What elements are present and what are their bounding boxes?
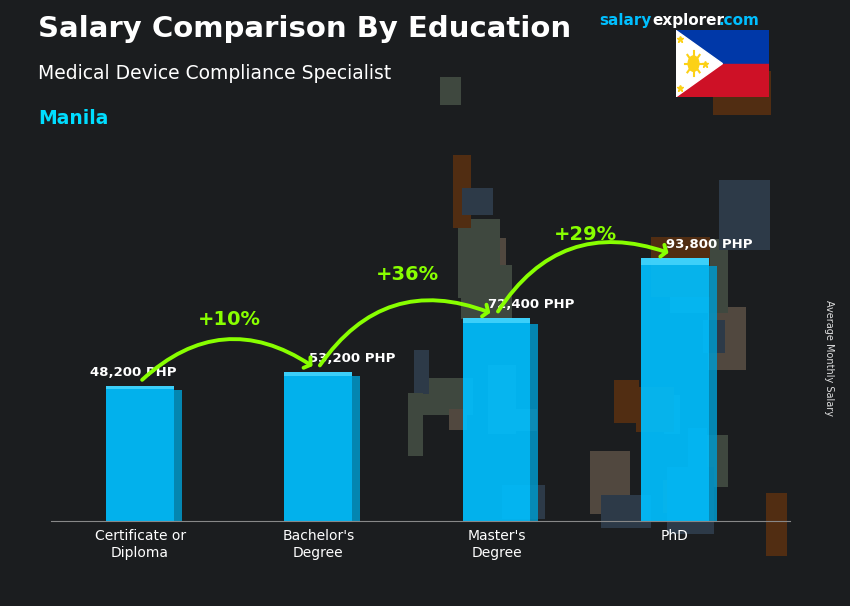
Text: 48,200 PHP: 48,200 PHP [90,366,177,379]
Text: Salary Comparison By Education: Salary Comparison By Education [38,15,571,43]
Bar [530,324,538,521]
Text: 53,200 PHP: 53,200 PHP [309,352,396,365]
Bar [462,318,530,323]
Bar [641,258,709,265]
Bar [641,258,709,521]
Text: +36%: +36% [376,265,439,284]
Bar [676,30,769,64]
Text: explorer: explorer [652,13,724,28]
Text: +10%: +10% [198,310,261,328]
Text: Medical Device Compliance Specialist: Medical Device Compliance Specialist [38,64,392,82]
Bar [462,318,530,521]
Bar [285,372,352,376]
Circle shape [688,56,699,72]
Text: 72,400 PHP: 72,400 PHP [488,298,574,311]
Bar [285,372,352,521]
Text: Manila: Manila [38,109,109,128]
Text: +29%: +29% [554,225,617,244]
Polygon shape [676,30,722,97]
Bar [106,386,174,521]
Text: 93,800 PHP: 93,800 PHP [666,238,752,251]
Bar [676,64,769,97]
Bar [352,376,360,521]
Bar [174,390,182,521]
Text: .com: .com [718,13,759,28]
Bar [709,266,717,521]
Text: Average Monthly Salary: Average Monthly Salary [824,299,834,416]
Text: salary: salary [599,13,652,28]
Bar [106,386,174,389]
